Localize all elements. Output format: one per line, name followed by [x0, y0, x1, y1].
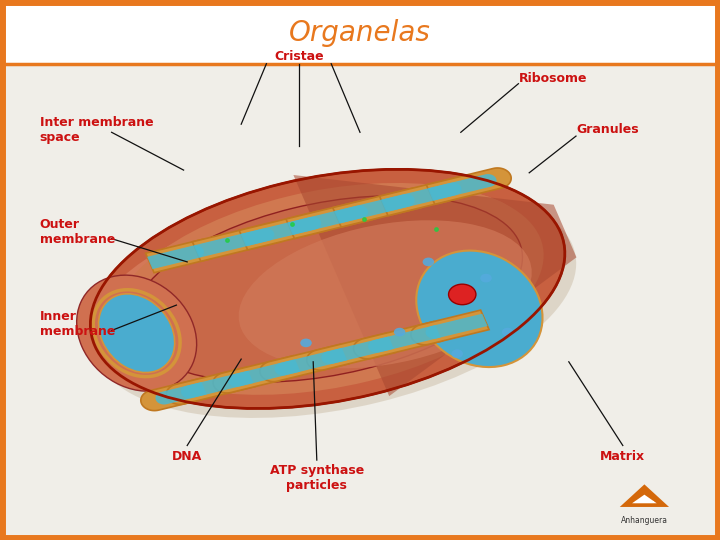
Polygon shape — [181, 370, 253, 399]
Polygon shape — [213, 356, 302, 393]
Ellipse shape — [132, 195, 523, 382]
Ellipse shape — [300, 339, 312, 347]
Text: Granules: Granules — [576, 123, 639, 136]
Polygon shape — [228, 359, 300, 387]
Polygon shape — [368, 325, 441, 353]
Polygon shape — [333, 188, 429, 227]
Polygon shape — [166, 367, 255, 404]
Ellipse shape — [99, 294, 175, 373]
Text: Inner
membrane: Inner membrane — [40, 310, 115, 338]
Text: Cristae: Cristae — [274, 50, 323, 63]
Ellipse shape — [112, 183, 544, 395]
Text: Anhanguera: Anhanguera — [621, 516, 668, 524]
Text: DNA: DNA — [172, 450, 202, 463]
Polygon shape — [287, 205, 368, 235]
Polygon shape — [426, 314, 487, 339]
Ellipse shape — [94, 187, 576, 418]
Polygon shape — [286, 199, 382, 239]
Ellipse shape — [90, 170, 565, 408]
Polygon shape — [145, 239, 219, 273]
Ellipse shape — [449, 284, 476, 305]
Polygon shape — [274, 348, 347, 375]
Text: Matrix: Matrix — [600, 450, 645, 463]
Polygon shape — [239, 211, 336, 250]
Polygon shape — [194, 228, 274, 258]
Polygon shape — [381, 183, 462, 212]
Polygon shape — [354, 321, 442, 359]
Polygon shape — [147, 245, 204, 269]
Ellipse shape — [238, 220, 532, 368]
Polygon shape — [141, 379, 208, 410]
Polygon shape — [240, 217, 321, 246]
Ellipse shape — [451, 349, 463, 358]
Bar — [2, 2, 718, 64]
Ellipse shape — [76, 275, 197, 391]
Ellipse shape — [102, 187, 525, 358]
Text: Ribosome: Ribosome — [518, 72, 587, 85]
Text: ATP synthase
particles: ATP synthase particles — [270, 464, 364, 492]
Bar — [2, 64, 718, 538]
Polygon shape — [334, 194, 415, 224]
Ellipse shape — [394, 328, 405, 336]
Polygon shape — [632, 495, 657, 503]
Ellipse shape — [416, 251, 542, 367]
Polygon shape — [294, 175, 577, 396]
Polygon shape — [428, 174, 497, 201]
Polygon shape — [260, 345, 348, 382]
Polygon shape — [379, 177, 476, 215]
Polygon shape — [192, 222, 289, 261]
Ellipse shape — [502, 328, 513, 336]
Text: Outer
membrane: Outer membrane — [40, 218, 115, 246]
Polygon shape — [426, 168, 511, 204]
Ellipse shape — [480, 274, 492, 282]
Polygon shape — [411, 310, 489, 345]
Polygon shape — [156, 382, 207, 404]
Polygon shape — [620, 484, 669, 507]
Text: Organelas: Organelas — [289, 19, 431, 46]
Text: Inter membrane
space: Inter membrane space — [40, 116, 153, 144]
Polygon shape — [321, 336, 394, 364]
Polygon shape — [307, 333, 395, 370]
Ellipse shape — [423, 258, 434, 266]
